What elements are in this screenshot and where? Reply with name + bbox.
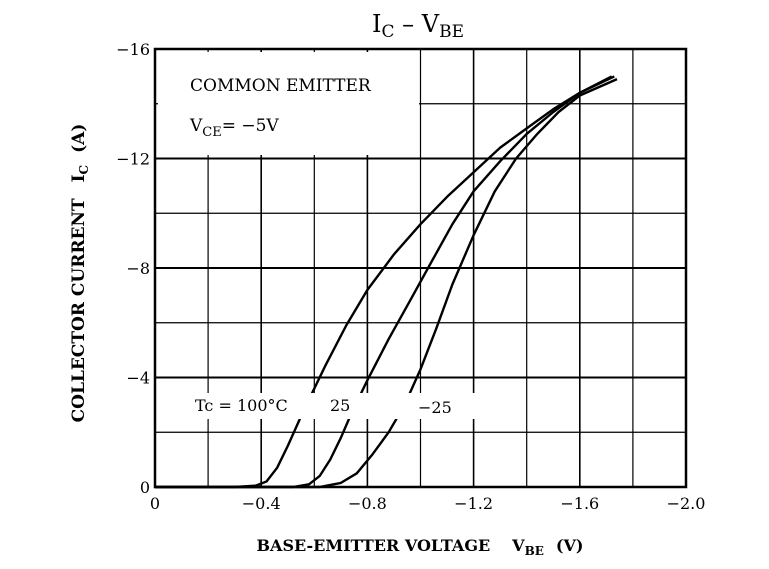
y-tick-label: 0 <box>140 478 150 497</box>
y-axis-label: COLLECTOR CURRENTIC(A) <box>69 124 91 423</box>
x-tick-label: −0.4 <box>242 494 281 513</box>
y-tick-label: −16 <box>116 40 150 59</box>
plot-frame <box>153 47 688 489</box>
series-group <box>155 75 618 489</box>
conditions-line1: COMMON EMITTER <box>190 76 372 96</box>
x-tick-label: −2.0 <box>667 494 706 513</box>
y-tick-label: −4 <box>126 369 150 388</box>
annotation-25: 25 <box>330 396 350 415</box>
x-axis-label: BASE-EMITTER VOLTAGE VBE (V) <box>257 536 584 558</box>
tick-labels: 0 −0.4 −0.8 −1.2 −1.6 −2.0 0 −4 −8 −12 −16 <box>116 40 705 513</box>
series-line-0 <box>155 75 613 489</box>
annotation-100c: Tc = 100°C <box>195 396 288 415</box>
grid <box>155 49 686 487</box>
x-tick-label: −1.6 <box>560 494 599 513</box>
series-line-2 <box>155 78 618 489</box>
y-tick-label: −8 <box>126 259 150 278</box>
chart-title: IC – VBE <box>372 10 464 42</box>
conditions-line2: VCE= −5V <box>189 116 279 140</box>
annotation-minus25: −25 <box>418 398 452 417</box>
x-tick-label: −0.8 <box>348 494 387 513</box>
series-line-1 <box>155 75 615 489</box>
conditions-box <box>158 52 419 155</box>
x-tick-label: −1.2 <box>454 494 493 513</box>
x-tick-label: 0 <box>150 494 160 513</box>
annotation-bg <box>188 393 498 419</box>
y-tick-label: −12 <box>116 150 150 169</box>
